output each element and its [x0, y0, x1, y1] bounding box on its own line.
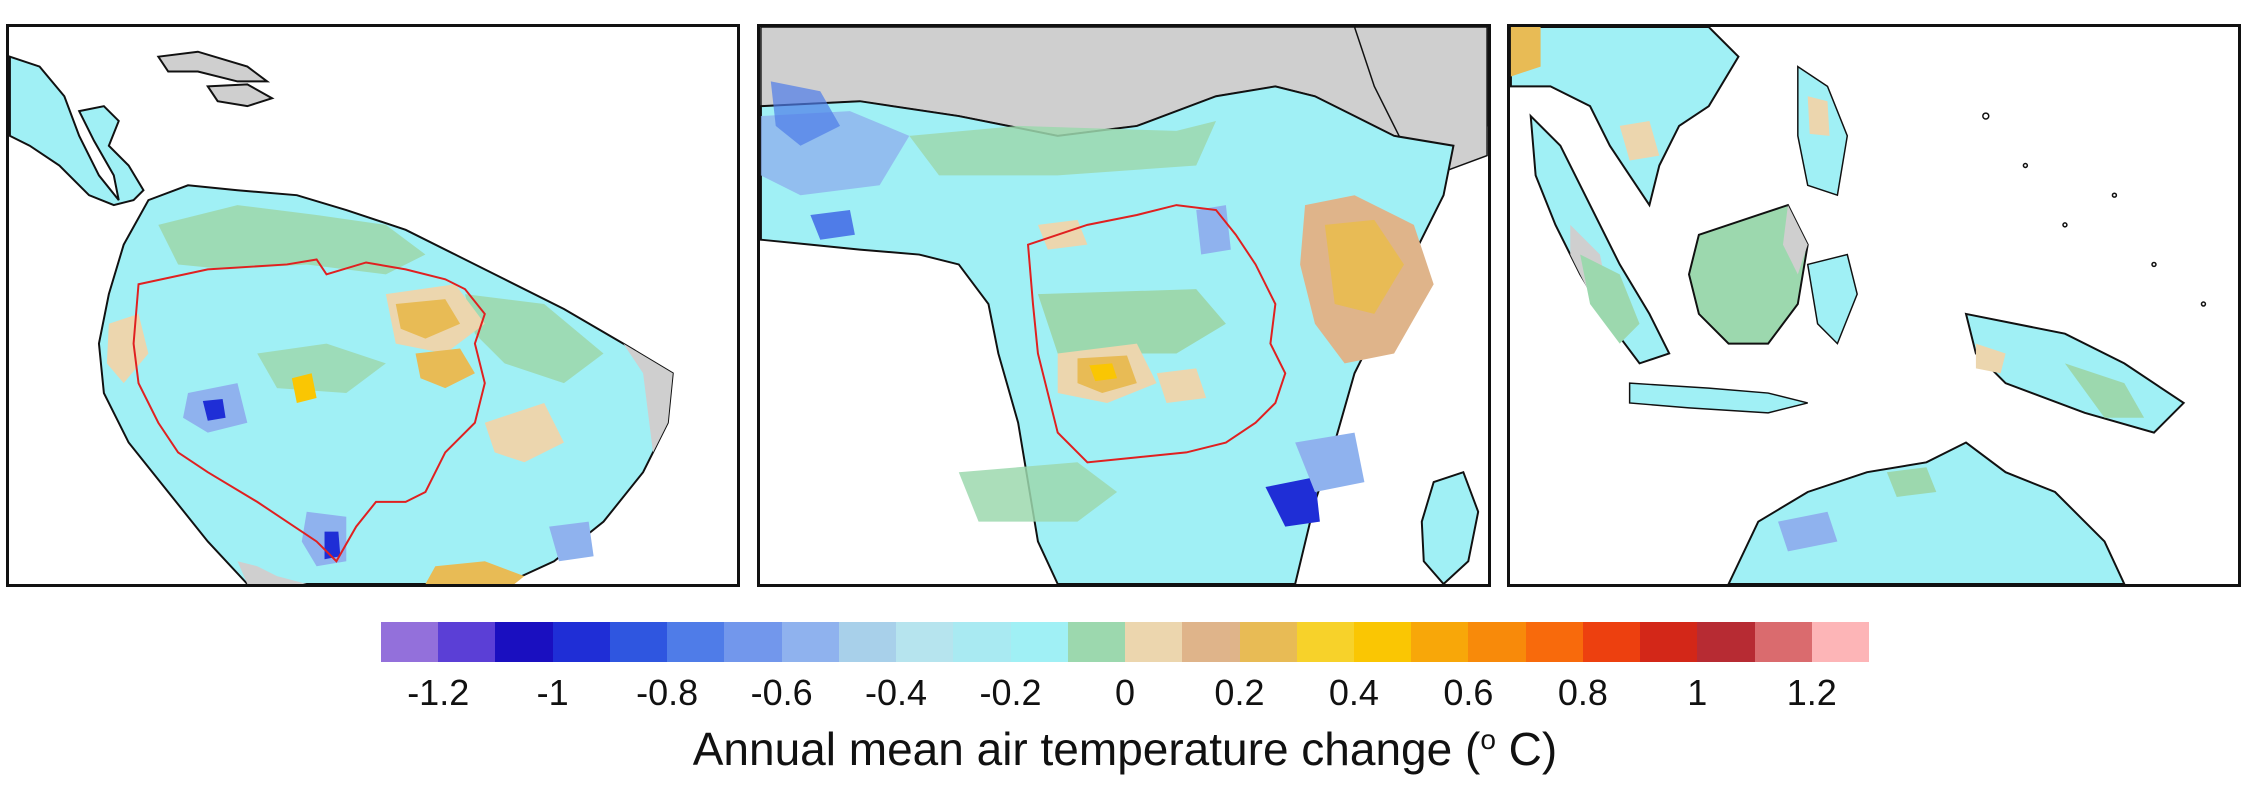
colorbar-swatch [1468, 622, 1525, 662]
pacific-island [2112, 193, 2116, 197]
colorbar-title: Annual mean air temperature change (o C) [0, 722, 2250, 776]
colorbar-swatch [953, 622, 1010, 662]
colorbar [381, 622, 1869, 662]
madagascar-island [1422, 472, 1478, 584]
colorbar-swatch [1354, 622, 1411, 662]
light-blue-anomaly-center [1196, 205, 1231, 254]
colorbar-tick-label: 1.2 [1787, 672, 1837, 714]
colorbar-swatch [724, 622, 781, 662]
colorbar-swatch [1755, 622, 1812, 662]
australia-land [1729, 443, 2125, 584]
colorbar-tick-label: -0.4 [865, 672, 927, 714]
central-america-land [10, 57, 144, 205]
colorbar-swatch [495, 622, 552, 662]
cuba-island [158, 52, 267, 82]
map-panel-southeast-asia [1507, 24, 2241, 587]
colorbar-swatch [1182, 622, 1239, 662]
colorbar-swatch [1240, 622, 1297, 662]
tan-anomaly-philippines [1808, 96, 1830, 136]
colorbar-swatch [1411, 622, 1468, 662]
colorbar-swatch [1125, 622, 1182, 662]
colorbar-tick-label: 1 [1687, 672, 1707, 714]
colorbar-ticks: -1.2 -1 -0.8 -0.6 -0.4 -0.2 0 0.2 0.4 0.6 0.8 1 1.2 [381, 672, 1869, 712]
pacific-island [2063, 223, 2067, 227]
colorbar-tick-label: -0.2 [980, 672, 1042, 714]
colorbar-swatch [782, 622, 839, 662]
colorbar-swatch [1526, 622, 1583, 662]
colorbar-tick-label: 0.8 [1558, 672, 1608, 714]
map-panel-south-america [6, 24, 740, 587]
colorbar-title-main: Annual mean air temperature change ( [693, 723, 1481, 775]
colorbar-swatch [1011, 622, 1068, 662]
colorbar-tick-label: -0.8 [636, 672, 698, 714]
colorbar-tick-label: -1.2 [407, 672, 469, 714]
southeast-asia-map [1510, 27, 2238, 584]
colorbar-swatch [1697, 622, 1754, 662]
colorbar-title-unit: C) [1496, 723, 1557, 775]
colorbar-swatch [839, 622, 896, 662]
colorbar-swatch [610, 622, 667, 662]
south-america-map [9, 27, 737, 584]
colorbar-swatch [553, 622, 610, 662]
hispaniola-island [208, 84, 272, 106]
degree-symbol: o [1480, 724, 1496, 755]
pacific-island [1983, 113, 1989, 119]
sulawesi-land [1808, 255, 1857, 344]
colorbar-swatch [1812, 622, 1869, 662]
africa-map [760, 27, 1488, 584]
colorbar-tick-label: -0.6 [751, 672, 813, 714]
colorbar-swatch [438, 622, 495, 662]
java-land [1630, 383, 1808, 413]
colorbar-tick-label: 0 [1115, 672, 1135, 714]
map-panel-africa [757, 24, 1491, 587]
colorbar-swatch [1068, 622, 1125, 662]
colorbar-swatch [381, 622, 438, 662]
pacific-island [2201, 302, 2205, 306]
colorbar-swatch [1583, 622, 1640, 662]
colorbar-swatch [1297, 622, 1354, 662]
colorbar-tick-label: 0.6 [1443, 672, 1493, 714]
colorbar-tick-label: 0.4 [1329, 672, 1379, 714]
colorbar-swatch [667, 622, 724, 662]
colorbar-tick-label: 0.2 [1214, 672, 1264, 714]
colorbar-swatch [1640, 622, 1697, 662]
colorbar-swatch [896, 622, 953, 662]
pacific-island [2152, 262, 2156, 266]
colorbar-tick-label: -1 [537, 672, 569, 714]
dark-blue-anomaly-south [325, 532, 341, 560]
pacific-island [2023, 164, 2027, 168]
